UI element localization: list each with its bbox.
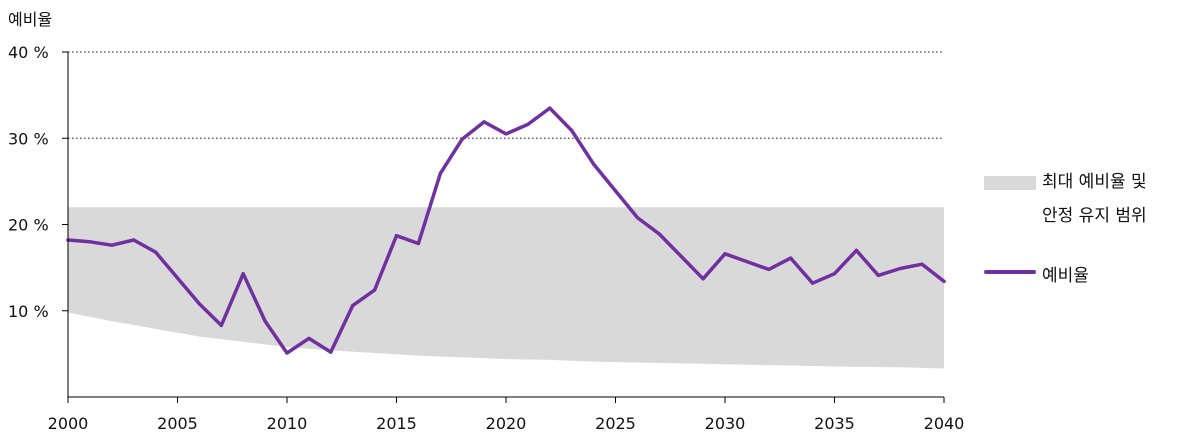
- legend-label-band: 최대 예비율 및 안정 유지 범위: [1042, 172, 1147, 226]
- data-point: [504, 132, 508, 136]
- data-point: [920, 262, 924, 266]
- legend-swatch-band: [984, 176, 1036, 190]
- data-point: [132, 238, 136, 242]
- data-point: [329, 350, 333, 354]
- legend-item-series: 예비율: [984, 259, 1194, 293]
- data-point: [854, 248, 859, 252]
- data-point: [657, 232, 661, 236]
- grid-layer: [68, 51, 944, 139]
- data-point: [110, 243, 114, 247]
- x-tick-label: 2010: [267, 414, 308, 433]
- x-tick-label: 2035: [814, 414, 855, 433]
- data-point: [745, 259, 749, 264]
- data-point: [635, 216, 640, 220]
- data-point: [373, 288, 377, 292]
- legend-swatch-series: [984, 270, 1036, 274]
- data-point: [285, 351, 289, 355]
- data-point: [175, 276, 180, 280]
- data-point: [263, 319, 267, 323]
- data-point: [482, 120, 486, 124]
- data-point: [460, 137, 464, 141]
- band-area: [68, 207, 944, 369]
- data-point: [548, 106, 552, 110]
- data-point: [767, 267, 771, 271]
- x-tick-label: 2000: [48, 414, 89, 433]
- data-point: [526, 122, 530, 127]
- data-point: [789, 256, 793, 260]
- data-point: [351, 303, 355, 308]
- data-point: [394, 234, 399, 238]
- data-point: [88, 240, 92, 244]
- line-layer: [66, 106, 946, 355]
- legend-item-band: 최대 예비율 및 안정 유지 범위: [984, 165, 1194, 233]
- legend: 최대 예비율 및 안정 유지 범위 예비율: [984, 165, 1194, 293]
- y-tick-label: 30 %: [8, 129, 49, 148]
- data-point: [942, 279, 946, 284]
- data-point: [898, 266, 902, 271]
- data-point: [307, 336, 311, 340]
- data-point: [811, 281, 815, 285]
- data-point: [416, 241, 420, 246]
- data-point: [832, 272, 837, 276]
- data-point: [438, 172, 442, 176]
- x-tick-label: 2030: [705, 414, 746, 433]
- axis-layer: 2000 2005 2010 2015 2020 2025 2030 2035 2040 10 %…: [8, 43, 964, 433]
- data-point: [241, 272, 245, 276]
- data-point: [876, 273, 880, 277]
- x-tick-label: 2020: [486, 414, 527, 433]
- data-point: [154, 250, 158, 254]
- x-tick-label: 2025: [595, 414, 636, 433]
- data-point: [219, 323, 223, 328]
- y-tick-label: 20 %: [8, 216, 49, 235]
- y-tick-label: 10 %: [8, 302, 49, 321]
- data-point: [570, 128, 574, 133]
- data-point: [613, 189, 618, 193]
- data-point: [197, 302, 201, 306]
- x-tick-label: 2040: [924, 414, 965, 433]
- y-tick-label: 40 %: [8, 43, 49, 62]
- data-point: [592, 162, 596, 166]
- y-axis-title: 예비율: [8, 10, 52, 29]
- x-tick-label: 2015: [376, 414, 417, 433]
- band-layer: [68, 207, 944, 369]
- data-point: [723, 252, 727, 256]
- x-tick-label: 2005: [157, 414, 198, 433]
- data-point: [679, 254, 683, 259]
- legend-label-series: 예비율: [1042, 266, 1089, 286]
- data-point: [701, 277, 705, 281]
